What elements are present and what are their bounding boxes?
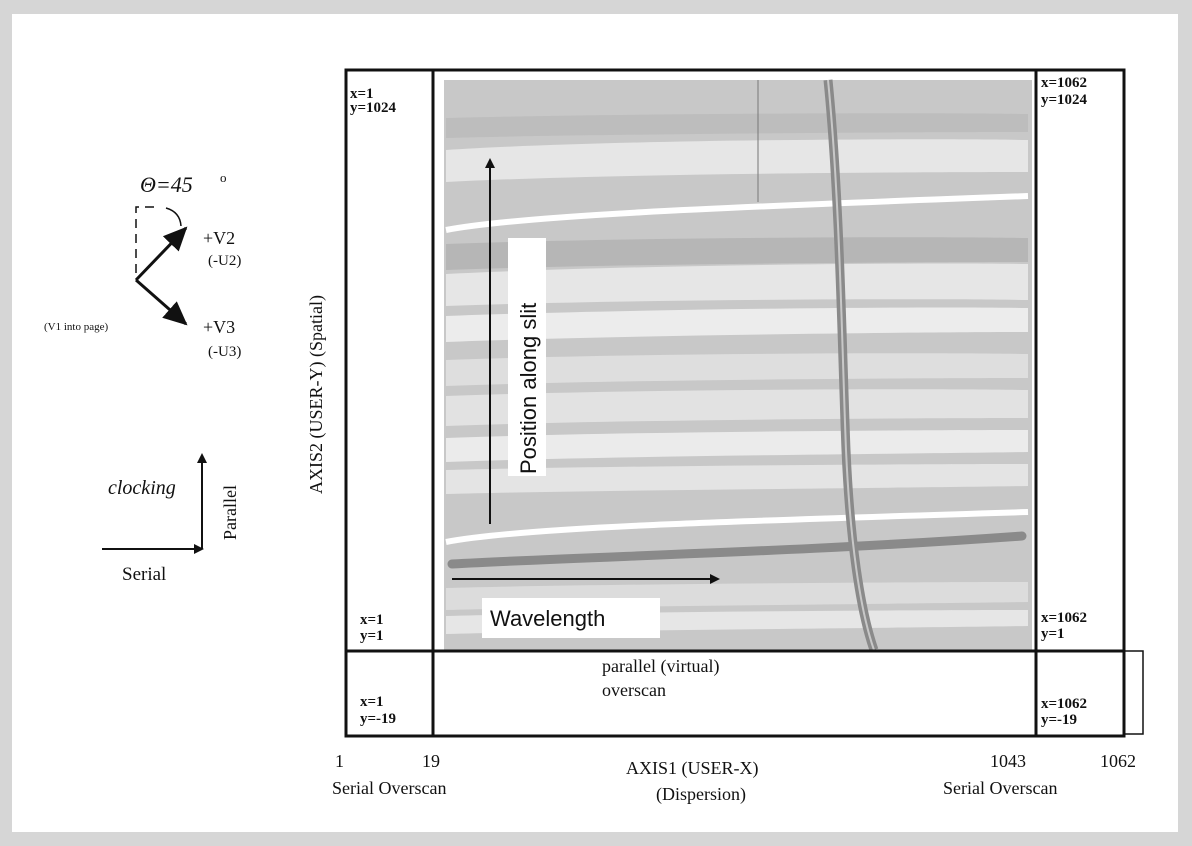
figure-panel: Θ=45 o +V2 (-U2) +V3 (-U3) (V1 into page… [12, 14, 1178, 832]
corner-tl-x: x=1 [350, 86, 374, 102]
v2-arrow [134, 226, 188, 282]
serial-overscan-right: Serial Overscan [943, 778, 1057, 798]
serial-overscan-left: Serial Overscan [332, 778, 446, 798]
corner-tl-y: y=1024 [350, 100, 397, 116]
light-band [446, 263, 1028, 306]
v1-label: (V1 into page) [44, 321, 108, 333]
white-row [445, 193, 1029, 233]
wavelength-label: Wavelength [490, 606, 605, 631]
corner-mr-y: y=1 [1041, 626, 1065, 642]
parallel-overscan-line1: parallel (virtual) [602, 656, 719, 677]
serial-label: Serial [122, 564, 166, 585]
angle-arc [165, 207, 182, 227]
dark-band [446, 113, 1028, 138]
corner-bl-y: y=-19 [360, 711, 396, 727]
corner-br-x: x=1062 [1041, 696, 1087, 712]
light-band [446, 139, 1028, 182]
clocking-legend: clocking Parallel Serial [102, 453, 240, 585]
corner-bl-x: x=1 [360, 694, 384, 710]
tick-1062: 1062 [1100, 751, 1136, 771]
emission-line-core [827, 79, 875, 651]
light-band [446, 464, 1028, 494]
corner-tr-y: y=1024 [1041, 92, 1088, 108]
light-band [446, 307, 1028, 342]
x-axis-label: AXIS1 (USER-X) [626, 758, 759, 779]
corner-ml-x: x=1 [360, 612, 384, 628]
parallel-label: Parallel [220, 485, 240, 540]
corner-ml-y: y=1 [360, 628, 384, 644]
v2-label: +V2 [203, 228, 235, 248]
spectral-trace [447, 531, 1027, 569]
v3-arrow [135, 278, 188, 326]
theta-label: Θ=45 [140, 172, 193, 197]
wavelength-label-box [482, 598, 660, 638]
corner-tr-x: x=1062 [1041, 75, 1087, 91]
v3-label: +V3 [203, 317, 235, 337]
overscan-bracket [1124, 650, 1144, 735]
light-band [446, 389, 1028, 426]
x-axis: 1 19 1043 1062 Serial Overscan Serial Ov… [332, 751, 1136, 805]
clocking-label: clocking [108, 477, 176, 499]
white-row [445, 509, 1029, 545]
light-band [446, 353, 1028, 386]
parallel-overscan-line2: overscan [602, 680, 666, 700]
detector-diagram: Θ=45 o +V2 (-U2) +V3 (-U3) (V1 into page… [44, 68, 1144, 805]
corner-labels: x=1 y=1024 x=1062 y=1024 x=1 y=1 x=1062 … [350, 75, 1088, 728]
tick-1043: 1043 [990, 751, 1026, 771]
u3-label: (-U3) [208, 344, 241, 360]
angle-reference-dashes [135, 206, 154, 278]
x-axis-sublabel: (Dispersion) [656, 784, 746, 805]
theta-degree: o [220, 170, 227, 185]
corner-mr-x: x=1062 [1041, 610, 1087, 626]
spectrum-image [444, 79, 1032, 652]
position-label: Position along slit [516, 303, 541, 474]
outer-border [344, 68, 1126, 738]
detector-frame [344, 68, 1144, 738]
tick-19: 19 [422, 751, 440, 771]
light-band [446, 430, 1028, 462]
orientation-legend: Θ=45 o +V2 (-U2) +V3 (-U3) (V1 into page… [44, 170, 241, 360]
y-axis-label: AXIS2 (USER-Y) (Spatial) [306, 295, 327, 494]
dark-band [446, 237, 1028, 270]
u2-label: (-U2) [208, 253, 241, 269]
corner-br-y: y=-19 [1041, 712, 1077, 728]
tick-1: 1 [335, 751, 344, 771]
position-label-box [508, 238, 546, 476]
